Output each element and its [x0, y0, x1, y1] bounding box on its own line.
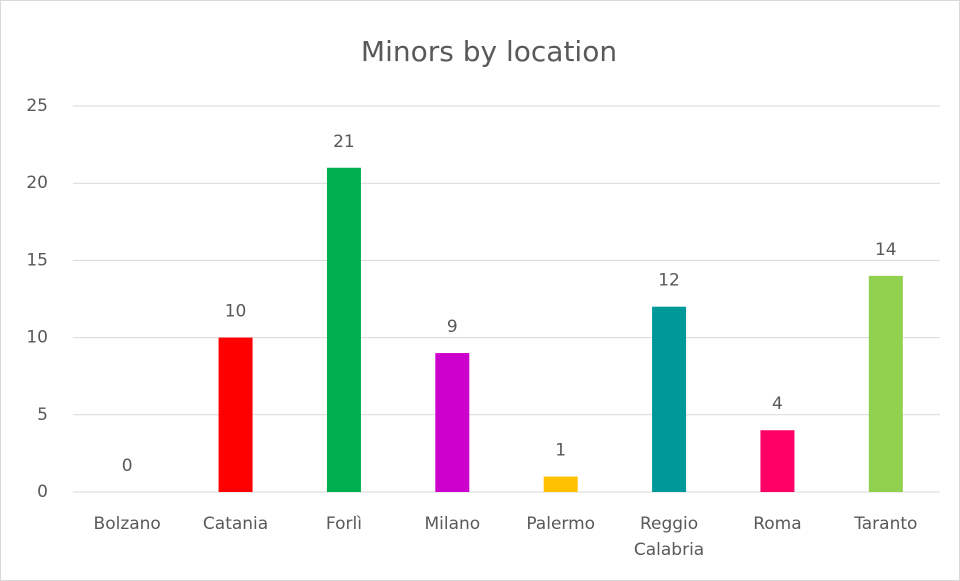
- x-tick-label: Palermo: [526, 514, 595, 534]
- y-tick-label: 10: [26, 328, 48, 348]
- bar: [326, 167, 361, 492]
- y-tick-label: 15: [26, 250, 48, 270]
- bar: [652, 306, 687, 492]
- data-label: 0: [122, 456, 133, 476]
- data-label: 10: [225, 302, 247, 322]
- data-label: 9: [447, 317, 458, 337]
- y-tick-label: 25: [26, 96, 48, 116]
- x-tick-label: Bolzano: [94, 514, 161, 534]
- chart-title: Minors by location: [361, 35, 617, 68]
- data-label: 21: [333, 132, 355, 152]
- data-label: 14: [875, 240, 897, 260]
- y-tick-label: 5: [37, 405, 48, 425]
- data-label: 1: [555, 441, 566, 461]
- bar: [760, 430, 795, 492]
- bar: [868, 275, 903, 492]
- data-label: 12: [658, 271, 680, 291]
- y-tick-label: 0: [37, 482, 48, 502]
- data-label: 4: [772, 394, 783, 414]
- x-tick-label: Catania: [203, 514, 268, 534]
- x-tick-label: Forlì: [326, 514, 362, 534]
- x-tick-label: Taranto: [853, 514, 917, 534]
- bar: [435, 353, 470, 492]
- bar: [543, 476, 578, 492]
- x-tick-label: Reggio Calabria: [634, 514, 704, 560]
- x-tick-label: Roma: [753, 514, 801, 534]
- bar: [218, 337, 253, 492]
- x-tick-label: Milano: [424, 514, 480, 534]
- y-tick-label: 20: [26, 173, 48, 193]
